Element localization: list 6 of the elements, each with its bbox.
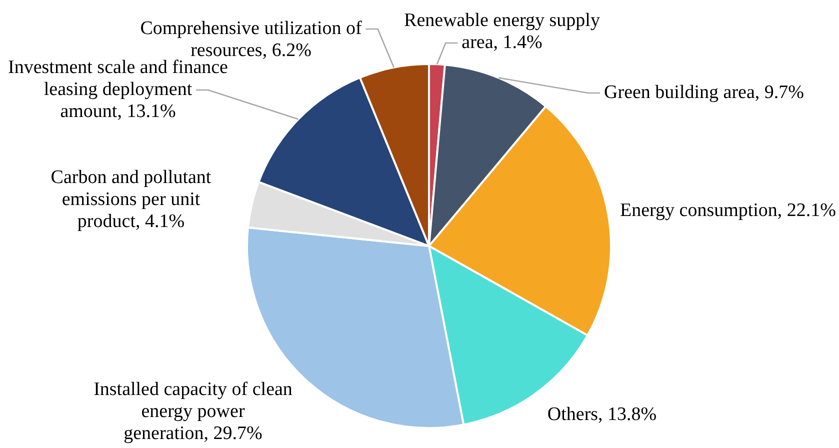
slice-label: Renewable energy supply area, 1.4% bbox=[404, 10, 600, 54]
slice-label: Energy consumption, 22.1% bbox=[620, 200, 836, 222]
slice-label: Carbon and pollutant emissions per unit product, 4.1% bbox=[50, 167, 212, 233]
slice-label: Others, 13.8% bbox=[547, 404, 657, 426]
slice-label: Green building area, 9.7% bbox=[604, 82, 804, 104]
slice-label: Installed capacity of clean energy power generation, 29.7% bbox=[94, 379, 292, 445]
